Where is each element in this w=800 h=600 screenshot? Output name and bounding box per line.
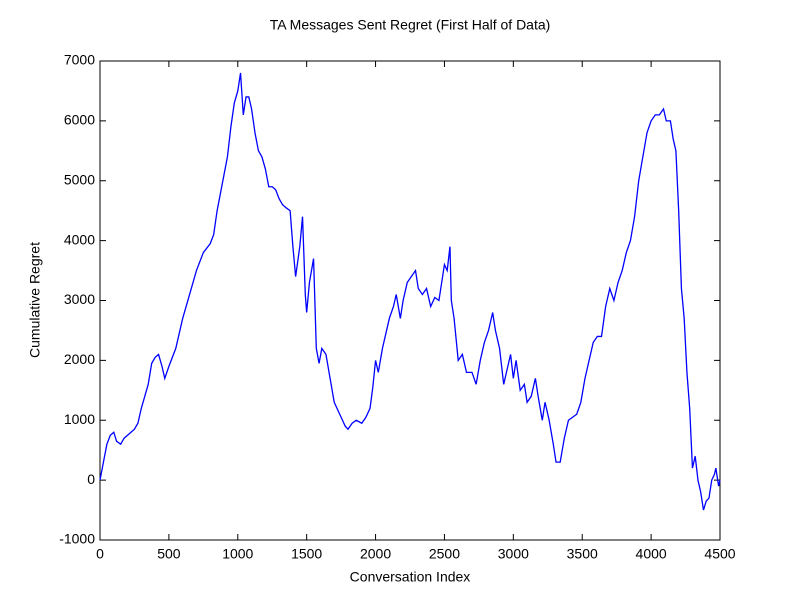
x-tick-label: 4000 xyxy=(636,546,667,562)
data-line xyxy=(99,72,721,511)
x-tick-label: 1500 xyxy=(291,546,322,562)
x-axis-label: Conversation Index xyxy=(350,569,471,585)
y-tick-label: 6000 xyxy=(64,112,95,128)
y-axis-label: Cumulative Regret xyxy=(27,242,43,358)
y-tick-label: 7000 xyxy=(64,52,95,68)
plot-frame xyxy=(99,60,721,541)
y-tick-label: 0 xyxy=(87,471,95,487)
y-tick-label: 3000 xyxy=(64,291,95,307)
y-tick-label: 5000 xyxy=(64,171,95,187)
x-tick-label: 0 xyxy=(96,546,104,562)
x-tick-label: 500 xyxy=(157,546,181,562)
y-tick-label: 1000 xyxy=(64,411,95,427)
x-tick-label: 2500 xyxy=(429,546,460,562)
x-tick-label: 4500 xyxy=(704,546,735,562)
y-tick-label: 2000 xyxy=(64,351,95,367)
x-tick-label: 2000 xyxy=(360,546,391,562)
chart-title: TA Messages Sent Regret (First Half of D… xyxy=(270,17,551,33)
y-tick-label: 4000 xyxy=(64,231,95,247)
x-tick-label: 1000 xyxy=(222,546,253,562)
y-tick-label: -1000 xyxy=(59,531,95,547)
x-tick-label: 3500 xyxy=(567,546,598,562)
x-tick-label: 3000 xyxy=(498,546,529,562)
